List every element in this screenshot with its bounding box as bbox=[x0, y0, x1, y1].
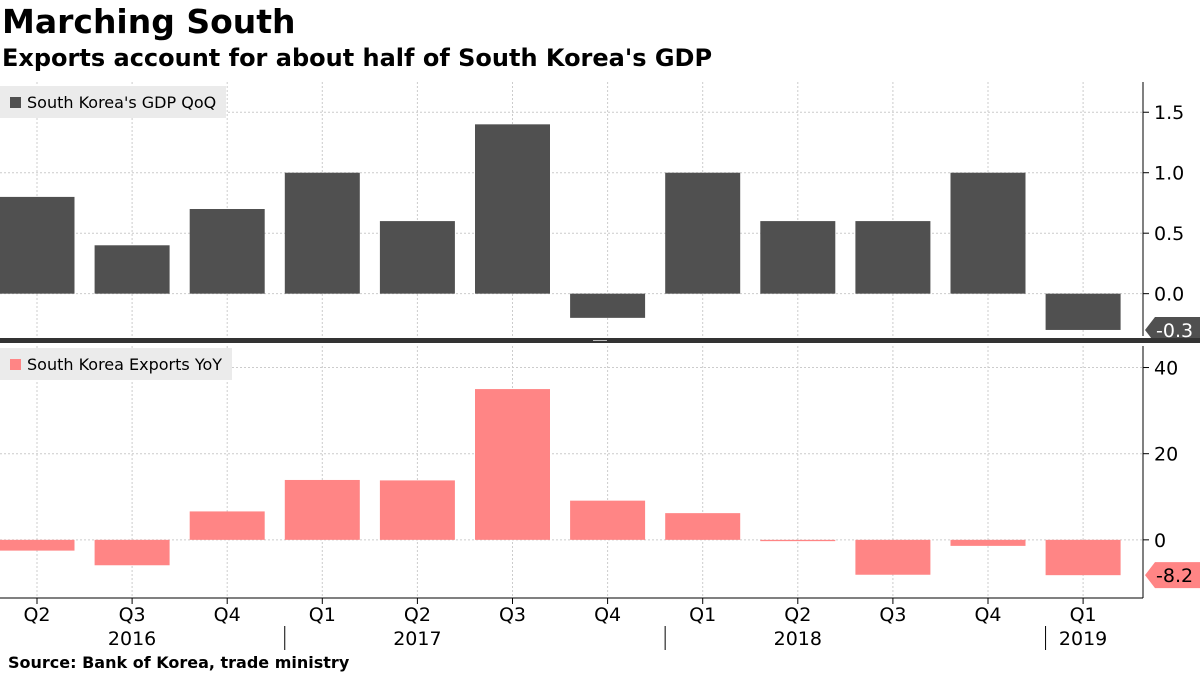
gdp-bar bbox=[665, 172, 741, 294]
gdp-ytick-label: 1.0 bbox=[1154, 163, 1184, 185]
gdp-last-value-label: -0.3 bbox=[1156, 320, 1193, 342]
exports-bar bbox=[950, 539, 1026, 546]
exports-bar bbox=[284, 479, 360, 540]
x-quarter-label: Q2 bbox=[23, 604, 50, 626]
exports-bar bbox=[379, 480, 455, 540]
gdp-last-value-tag bbox=[1145, 316, 1200, 343]
gdp-bar bbox=[284, 172, 360, 294]
gdp-ytick-label: 0.5 bbox=[1154, 223, 1184, 245]
x-quarter-label: Q3 bbox=[119, 604, 146, 626]
gdp-bar bbox=[760, 221, 836, 294]
exports-ytick-label: 20 bbox=[1154, 444, 1178, 466]
gdp-bar bbox=[855, 221, 931, 294]
x-quarter-label: Q1 bbox=[1070, 604, 1097, 626]
exports-bar bbox=[760, 539, 836, 542]
exports-bar bbox=[855, 539, 931, 575]
x-quarter-label: Q1 bbox=[309, 604, 336, 626]
exports-bar bbox=[94, 539, 170, 566]
exports-bar bbox=[475, 389, 550, 540]
chart-subtitle: Exports account for about half of South … bbox=[2, 44, 713, 72]
x-quarter-label: Q2 bbox=[404, 604, 431, 626]
gdp-bar bbox=[950, 172, 1026, 294]
exports-bar bbox=[1045, 539, 1121, 576]
exports-ytick-label: 40 bbox=[1154, 358, 1178, 380]
gdp-bar bbox=[475, 124, 550, 294]
exports-bar bbox=[665, 513, 741, 540]
gdp-bar bbox=[379, 221, 455, 294]
x-quarter-label: Q3 bbox=[879, 604, 906, 626]
exports-last-value-label: -8.2 bbox=[1156, 565, 1193, 587]
x-year-label: 2019 bbox=[1059, 628, 1107, 650]
x-year-label: 2016 bbox=[108, 628, 156, 650]
legend-gdp-label: South Korea's GDP QoQ bbox=[27, 92, 217, 112]
x-year-label: 2018 bbox=[774, 628, 822, 650]
x-year-label: 2017 bbox=[393, 628, 441, 650]
gdp-bar bbox=[0, 196, 75, 294]
gdp-bar bbox=[1045, 293, 1121, 330]
legend-exports: South Korea Exports YoY bbox=[0, 348, 233, 380]
chart-title: Marching South bbox=[2, 2, 296, 41]
gdp-bar bbox=[570, 293, 646, 318]
x-quarter-label: Q4 bbox=[214, 604, 241, 626]
source-note: Source: Bank of Korea, trade ministry bbox=[8, 653, 350, 672]
exports-bar bbox=[189, 511, 265, 540]
x-quarter-label: Q1 bbox=[689, 604, 716, 626]
legend-exports-label: South Korea Exports YoY bbox=[27, 354, 223, 374]
exports-bar bbox=[0, 539, 75, 551]
x-quarter-label: Q3 bbox=[499, 604, 526, 626]
gdp-ytick-label: 1.5 bbox=[1154, 102, 1184, 124]
exports-last-value-tag bbox=[1145, 562, 1200, 589]
x-quarter-label: Q4 bbox=[594, 604, 621, 626]
gdp-ytick-label: 0.0 bbox=[1154, 284, 1184, 306]
gdp-bar bbox=[94, 245, 170, 294]
x-quarter-label: Q4 bbox=[974, 604, 1001, 626]
exports-bar bbox=[570, 500, 646, 540]
legend-gdp: South Korea's GDP QoQ bbox=[0, 86, 227, 118]
legend-exports-swatch bbox=[10, 358, 21, 370]
legend-gdp-swatch bbox=[10, 96, 21, 108]
gdp-bar bbox=[189, 209, 265, 294]
x-quarter-label: Q2 bbox=[784, 604, 811, 626]
exports-ytick-label: 0 bbox=[1154, 530, 1166, 552]
